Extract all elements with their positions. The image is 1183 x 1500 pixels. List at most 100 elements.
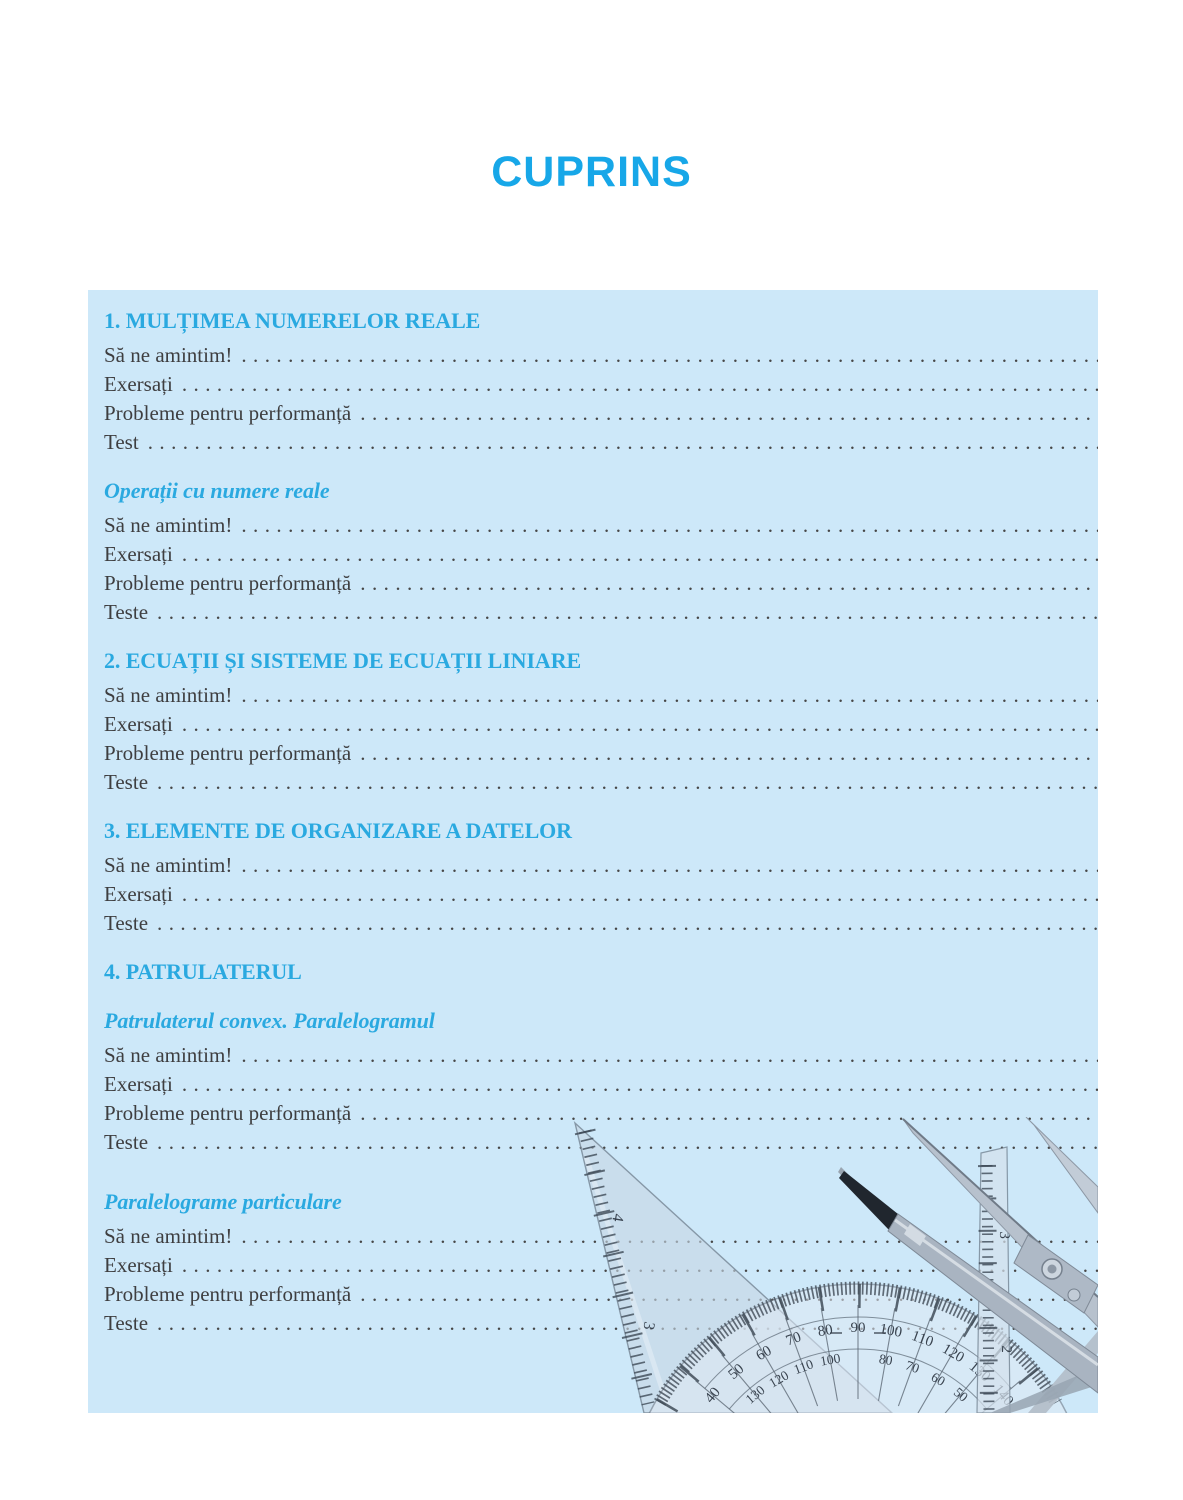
toc-section: 2. ECUAȚII ȘI SISTEME DE ECUAȚII LINIARE… [104, 646, 1098, 797]
dot-leader: . . . . . . . . . . . . . . . . . . . . … [157, 1130, 1098, 1154]
toc-section: Operații cu numere reale Să ne amintim!.… [104, 476, 1098, 627]
dot-leader: . . . . . . . . . . . . . . . . . . . . … [360, 1101, 1098, 1125]
dot-leader: . . . . . . . . . . . . . . . . . . . . … [241, 1224, 1098, 1248]
protractor-degree: 110 [792, 1356, 816, 1377]
dot-leader: . . . . . . . . . . . . . . . . . . . . … [157, 770, 1098, 794]
chapter-heading: 4. PATRULATERUL [104, 959, 302, 984]
subheading: Operații cu numere reale [104, 478, 330, 503]
toc-entry-label: Să ne amintim! [104, 513, 233, 537]
protractor-degree: 60 [929, 1369, 948, 1389]
toc-entry-label: Exersați [104, 1072, 173, 1096]
toc-entry: Să ne amintim! . . . . . . . . . . . . . … [104, 1222, 1098, 1251]
toc-entry-label: Probleme pentru performanță [104, 1101, 352, 1125]
toc-entry: Teste . . . . . . . . . . . . . . . . . .… [104, 1128, 1098, 1157]
toc-entry: Să ne amintim! . . . . . . . . . . . . . … [104, 341, 1098, 370]
toc-entry: Teste . . . . . . . . . . . . . . . . . .… [104, 598, 1098, 627]
dot-leader: . . . . . . . . . . . . . . . . . . . . … [157, 600, 1098, 624]
toc-entry: Exersați . . . . . . . . . . . . . . . . … [104, 880, 1098, 909]
dot-leader: . . . . . . . . . . . . . . . . . . . . … [241, 1043, 1098, 1067]
subheading: Paralelograme particulare [104, 1189, 342, 1214]
toc-entry: Exersați . . . . . . . . . . . . . . . . … [104, 1251, 1098, 1280]
dot-leader: . . . . . . . . . . . . . . . . . . . . … [181, 712, 1098, 736]
toc-entry: Exersați . . . . . . . . . . . . . . . . … [104, 1070, 1098, 1099]
protractor-degree: 120 [939, 1341, 966, 1366]
chapter-heading: 1. MULȚIMEA NUMERELOR REALE [104, 308, 481, 333]
toc-entry: Probleme pentru performanță . . . . . . .… [104, 1099, 1098, 1128]
dot-leader: . . . . . . . . . . . . . . . . . . . . … [360, 571, 1098, 595]
dot-leader: . . . . . . . . . . . . . . . . . . . . … [147, 430, 1098, 454]
toc-entry-label: Teste [104, 770, 149, 794]
toc-column-left: 1. MULȚIMEA NUMERELOR REALE Să ne aminti… [104, 304, 1098, 1338]
toc-section: Patrulaterul convex. Paralelogramul Să n… [104, 1006, 1098, 1157]
protractor-degree: 100 [819, 1350, 842, 1368]
toc-entry: Să ne amintim! . . . . . . . . . . . . . … [104, 851, 1098, 880]
toc-entry-label: Exersați [104, 372, 173, 396]
toc-entry-label: Teste [104, 1130, 149, 1154]
dot-leader: . . . . . . . . . . . . . . . . . . . . … [360, 401, 1098, 425]
toc-entry-label: Teste [104, 911, 149, 935]
protractor-degree: 140 [990, 1382, 1017, 1410]
toc-entry-label: Să ne amintim! [104, 1043, 233, 1067]
toc-entry: Probleme pentru performanță . . . . . . .… [104, 739, 1098, 768]
toc-section: 1. MULȚIMEA NUMERELOR REALE Să ne aminti… [104, 306, 1098, 457]
dot-leader: . . . . . . . . . . . . . . . . . . . . … [181, 882, 1098, 906]
protractor-degree: 70 [904, 1357, 922, 1376]
dot-leader: . . . . . . . . . . . . . . . . . . . . … [181, 372, 1098, 396]
toc-entry: Să ne amintim! . . . . . . . . . . . . . … [104, 681, 1098, 710]
dot-leader: . . . . . . . . . . . . . . . . . . . . … [241, 343, 1098, 367]
toc-entry: Să ne amintim! . . . . . . . . . . . . . … [104, 511, 1098, 540]
toc-entry-label: Exersați [104, 712, 173, 736]
toc-entry: Probleme pentru performanță . . . . . . .… [104, 1280, 1098, 1309]
dot-leader: . . . . . . . . . . . . . . . . . . . . … [181, 1253, 1098, 1277]
protractor-degree: 40 [702, 1385, 724, 1407]
protractor-degree: 60 [754, 1343, 775, 1364]
dot-leader: . . . . . . . . . . . . . . . . . . . . … [241, 683, 1098, 707]
toc-entry-label: Probleme pentru performanță [104, 1282, 352, 1306]
chapter-heading: 2. ECUAȚII ȘI SISTEME DE ECUAȚII LINIARE [104, 648, 582, 673]
dot-leader: . . . . . . . . . . . . . . . . . . . . … [360, 1282, 1098, 1306]
toc-entry: Test . . . . . . . . . . . . . . . . . . … [104, 428, 1098, 457]
toc-entry-label: Probleme pentru performanță [104, 401, 352, 425]
dot-leader: . . . . . . . . . . . . . . . . . . . . … [157, 911, 1098, 935]
toc-section: 4. PATRULATERUL [104, 957, 1098, 987]
toc-entry-label: Să ne amintim! [104, 1224, 233, 1248]
toc-entry-label: Exersați [104, 882, 173, 906]
dot-leader: . . . . . . . . . . . . . . . . . . . . … [181, 542, 1098, 566]
chapter-heading: 3. ELEMENTE DE ORGANIZARE A DATELOR [104, 818, 572, 843]
toc-entry-label: Să ne amintim! [104, 853, 233, 877]
protractor-degree: 130 [743, 1382, 768, 1407]
toc-entry: Exersați . . . . . . . . . . . . . . . . … [104, 540, 1098, 569]
protractor-degree: 120 [766, 1367, 791, 1390]
toc-panel: 1. MULȚIMEA NUMERELOR REALE Să ne aminti… [88, 290, 1098, 1413]
toc-entry: Probleme pentru performanță . . . . . . .… [104, 399, 1098, 428]
toc-entry-label: Exersați [104, 1253, 173, 1277]
toc-entry: Teste . . . . . . . . . . . . . . . . . .… [104, 909, 1098, 938]
toc-entry: Exersați . . . . . . . . . . . . . . . . … [104, 370, 1098, 399]
dot-leader: . . . . . . . . . . . . . . . . . . . . … [181, 1072, 1098, 1096]
dot-leader: . . . . . . . . . . . . . . . . . . . . … [241, 513, 1098, 537]
dot-leader: . . . . . . . . . . . . . . . . . . . . … [157, 1311, 1098, 1335]
protractor-degree: 50 [726, 1361, 748, 1383]
toc-entry: Să ne amintim! . . . . . . . . . . . . . … [104, 1041, 1098, 1070]
toc-entry: Teste . . . . . . . . . . . . . . . . . .… [104, 1309, 1098, 1338]
toc-columns: 1. MULȚIMEA NUMERELOR REALE Să ne aminti… [88, 290, 1098, 1338]
toc-entry-label: Teste [104, 600, 149, 624]
toc-section: 3. ELEMENTE DE ORGANIZARE A DATELOR Să n… [104, 816, 1098, 938]
toc-entry-label: Să ne amintim! [104, 343, 233, 367]
dot-leader: . . . . . . . . . . . . . . . . . . . . … [360, 741, 1098, 765]
toc-entry-label: Test [104, 430, 139, 454]
toc-entry-label: Exersați [104, 542, 173, 566]
toc-entry: Probleme pentru performanță . . . . . . .… [104, 569, 1098, 598]
toc-entry: Exersați . . . . . . . . . . . . . . . . … [104, 710, 1098, 739]
toc-section: Paralelograme particulare Să ne amintim!… [104, 1187, 1098, 1338]
protractor-degree: 80 [878, 1351, 894, 1368]
protractor-degree: 50 [951, 1384, 971, 1404]
protractor-degree: 130 [966, 1359, 994, 1386]
toc-entry-label: Teste [104, 1311, 149, 1335]
toc-entry-label: Probleme pentru performanță [104, 571, 352, 595]
toc-entry-label: Probleme pentru performanță [104, 741, 352, 765]
page-title: CUPRINS [491, 148, 692, 196]
ruler-number: 2 [998, 1345, 1014, 1353]
toc-entry: Teste . . . . . . . . . . . . . . . . . .… [104, 768, 1098, 797]
